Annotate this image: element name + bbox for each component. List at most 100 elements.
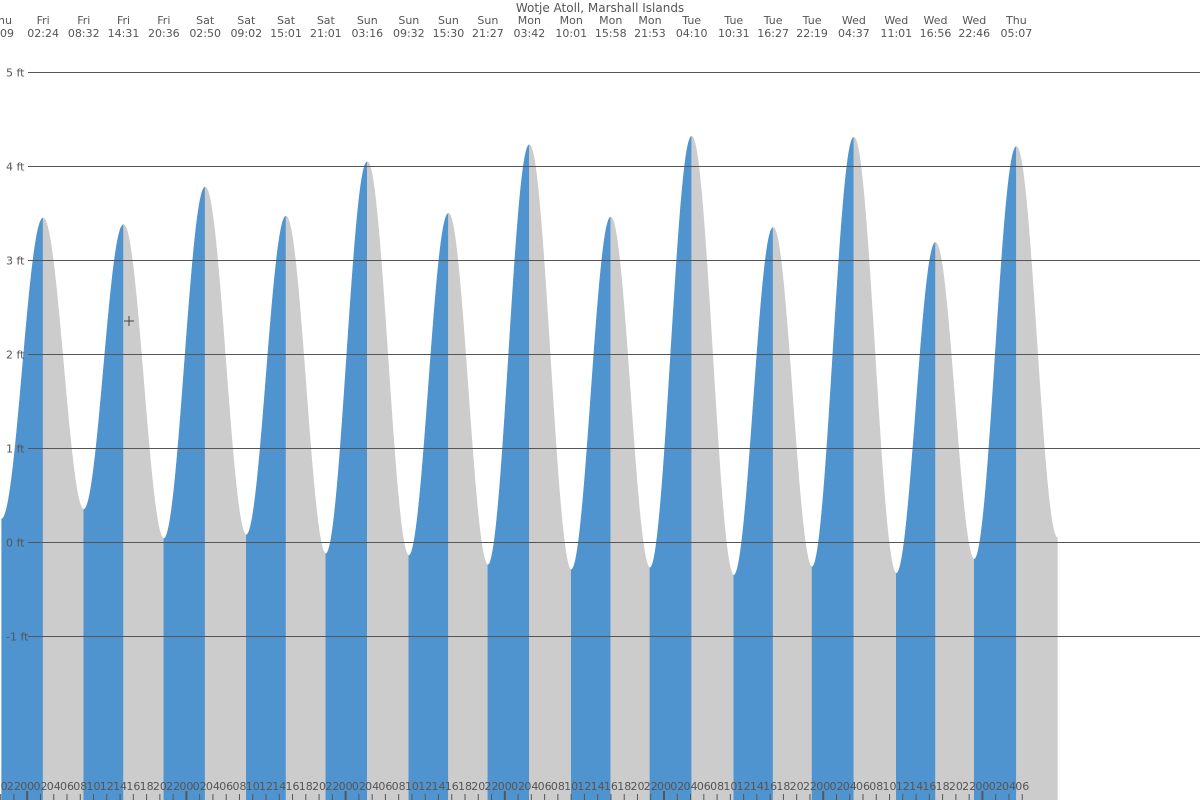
rising-tide-segment: [811, 136, 855, 800]
y-tick-label: 4 ft: [6, 161, 25, 174]
extreme-day-label: Fri: [77, 14, 90, 27]
y-axis-labels: 5 ft 4 ft 3 ft 2 ft 1 ft 0 ft -1 ft: [6, 67, 29, 644]
falling-tide-segment: [285, 215, 327, 800]
falling-tide-segment: [204, 186, 247, 800]
extreme-time-label: 10:31: [718, 27, 750, 40]
x-hour-label: 18: [776, 780, 790, 793]
x-hour-label: 20: [312, 780, 326, 793]
x-hour-label: 06: [856, 780, 870, 793]
x-hour-label: 08: [392, 780, 406, 793]
extreme-time-label: 02:50: [189, 27, 221, 40]
x-hour-label: 06: [538, 780, 552, 793]
falling-tide-segment: [935, 242, 975, 800]
falling-tide-segment: [691, 135, 735, 800]
x-hour-label: 18: [299, 780, 313, 793]
x-hour-label: 18: [458, 780, 472, 793]
x-hour-label: 06: [1015, 780, 1029, 793]
x-hour-label: 18: [140, 780, 154, 793]
x-hour-label: 16: [604, 780, 618, 793]
rising-tide-segment: [325, 161, 368, 800]
extreme-day-label: Sat: [317, 14, 336, 27]
x-hour-label: 04: [206, 780, 220, 793]
x-hour-label: 02: [670, 780, 684, 793]
extreme-time-labels: Thu0:09Fri02:24Fri08:32Fri14:31Fri20:36S…: [0, 14, 1032, 40]
x-hour-label: 06: [378, 780, 392, 793]
y-tick-label: 3 ft: [6, 255, 25, 268]
x-hour-label: 12: [418, 780, 432, 793]
extreme-day-label: Wed: [962, 14, 986, 27]
extreme-day-label: Wed: [884, 14, 908, 27]
x-hour-label: 22: [166, 780, 180, 793]
extreme-time-label: 09:02: [230, 27, 262, 40]
x-hour-label: 02: [829, 780, 843, 793]
extreme-time-label: 16:56: [920, 27, 952, 40]
x-hour-label: 02: [989, 780, 1003, 793]
falling-tide-segment: [853, 136, 897, 800]
rising-tide-segment: [83, 224, 124, 800]
x-hour-label: 14: [113, 780, 127, 793]
rising-tide-segment: [570, 216, 612, 800]
y-tick-label: 2 ft: [6, 349, 25, 362]
extreme-time-label: 22:19: [796, 27, 828, 40]
x-hour-label: 12: [737, 780, 751, 793]
falling-tide-segment: [42, 217, 85, 800]
x-hour-label: 04: [47, 780, 61, 793]
rising-tide-segment: [163, 186, 206, 800]
extreme-time-label: 15:58: [595, 27, 627, 40]
x-hour-label: 18: [617, 780, 631, 793]
x-hour-label: 20: [471, 780, 485, 793]
extreme-day-label: Sun: [477, 14, 498, 27]
extreme-time-label: 21:53: [634, 27, 666, 40]
extreme-time-label: 11:01: [880, 27, 912, 40]
falling-tide-segment: [367, 161, 410, 800]
y-tick-label: 5 ft: [6, 67, 25, 80]
x-hour-label: 14: [750, 780, 764, 793]
x-hour-label: 16: [763, 780, 777, 793]
extreme-day-label: Mon: [638, 14, 661, 27]
y-tick-label: 0 ft: [6, 537, 25, 550]
extreme-day-label: Mon: [560, 14, 583, 27]
extreme-time-label: 08:32: [68, 27, 100, 40]
x-hour-label: 14: [431, 780, 445, 793]
x-hour-label: 22: [962, 780, 976, 793]
chart-title: Wotje Atoll, Marshall Islands: [516, 1, 684, 15]
rising-tide-segment: [408, 212, 449, 800]
crosshair-cursor-icon: [124, 316, 134, 326]
x-hour-label: 10: [246, 780, 260, 793]
x-hour-label: 08: [710, 780, 724, 793]
x-hour-label: 10: [405, 780, 419, 793]
x-hour-label: 02: [352, 780, 366, 793]
x-hour-label: 00: [20, 780, 34, 793]
extreme-time-label: 15:01: [270, 27, 302, 40]
x-hour-label: 12: [896, 780, 910, 793]
falling-tide-segment: [772, 227, 813, 800]
x-hour-label: 02: [193, 780, 207, 793]
x-hour-label: 02: [33, 780, 47, 793]
x-hour-label: 16: [922, 780, 936, 793]
x-hour-label: 12: [259, 780, 273, 793]
extreme-time-label: 0:09: [0, 27, 14, 40]
extreme-time-label: 16:27: [757, 27, 789, 40]
x-hour-label: 22: [7, 780, 21, 793]
x-hour-label: 12: [100, 780, 114, 793]
extreme-time-label: 10:01: [555, 27, 587, 40]
x-hour-label: 20: [949, 780, 963, 793]
extreme-day-label: Wed: [924, 14, 948, 27]
extreme-day-label: Mon: [599, 14, 622, 27]
x-hour-label: 10: [723, 780, 737, 793]
x-hour-label: 14: [591, 780, 605, 793]
x-hour-label: 16: [126, 780, 140, 793]
extreme-time-label: 05:07: [1001, 27, 1033, 40]
falling-tide-segment: [123, 224, 165, 800]
x-hour-label: 22: [325, 780, 339, 793]
x-hour-label: 10: [564, 780, 578, 793]
extreme-day-label: Fri: [37, 14, 50, 27]
extreme-day-label: Fri: [117, 14, 130, 27]
extreme-day-label: Tue: [681, 14, 701, 27]
x-hour-label: 00: [657, 780, 671, 793]
x-hour-label: 08: [551, 780, 565, 793]
x-hour-label: 14: [909, 780, 923, 793]
x-hour-label: 10: [87, 780, 101, 793]
x-hour-label: 20: [790, 780, 804, 793]
x-hour-label: 04: [524, 780, 538, 793]
